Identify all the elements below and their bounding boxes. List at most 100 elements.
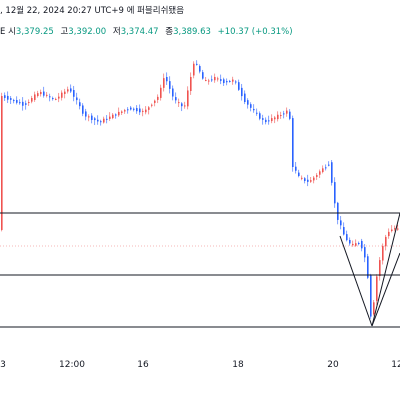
candle-body <box>22 101 24 106</box>
published-note: 에 퍼블리쉬됐음 <box>126 6 185 16</box>
candle-body <box>334 182 336 204</box>
x-axis-label: 12 <box>391 360 400 370</box>
candle-body <box>130 107 132 110</box>
x-axis-label: 18 <box>232 360 244 370</box>
candle-body <box>265 119 267 123</box>
candle-body <box>301 177 303 179</box>
candle-body <box>277 114 279 120</box>
candle-body <box>397 228 399 230</box>
candle-body <box>172 88 174 97</box>
candle-body <box>322 168 324 173</box>
low-label: 저 <box>112 27 121 37</box>
candle-body <box>373 302 375 315</box>
candle-body <box>157 96 159 100</box>
candle-body <box>331 162 333 183</box>
candle-body <box>229 80 231 82</box>
candle-body <box>376 276 378 301</box>
candle-body <box>394 228 396 230</box>
candle-body <box>235 81 237 83</box>
candle-body <box>37 93 39 97</box>
candle-body <box>160 87 162 98</box>
candle-body <box>136 108 138 112</box>
candle-body <box>139 108 141 113</box>
x-axis-label: 3 <box>0 360 6 370</box>
candle-body <box>67 89 69 92</box>
candle-body <box>355 243 357 246</box>
candle-body <box>316 175 318 177</box>
high-label: 고 <box>60 27 69 37</box>
candle-body <box>166 76 168 82</box>
candle-body <box>298 172 300 176</box>
candle-body <box>94 118 96 121</box>
open-label: 시 <box>8 27 16 37</box>
candle-body <box>346 234 348 241</box>
candle-body <box>73 90 75 97</box>
candle-body <box>4 95 6 98</box>
candle-body <box>208 80 210 82</box>
candle-body <box>190 76 192 92</box>
candle-body <box>151 104 153 106</box>
candle-body <box>70 88 72 92</box>
candle-body <box>10 98 12 100</box>
candle-body <box>115 114 117 116</box>
candle-body <box>64 91 66 94</box>
candle-body <box>118 111 120 116</box>
candle-body <box>169 81 171 89</box>
candle-body <box>256 112 258 114</box>
candle-body <box>310 180 312 182</box>
candle-body <box>364 247 366 258</box>
candle-body <box>385 236 387 247</box>
candle-body <box>391 229 393 232</box>
candle-body <box>226 81 228 83</box>
candle-body <box>196 63 198 65</box>
v-pattern-inner-line <box>371 212 400 327</box>
x-axis-label: 12:00 <box>59 360 85 370</box>
candle-body <box>154 100 156 103</box>
candle-body <box>340 220 342 226</box>
candle-body <box>19 102 21 104</box>
open-value: 3,379.25 <box>15 27 54 37</box>
candle-body <box>103 118 105 123</box>
candle-body <box>82 105 84 114</box>
candle-body <box>268 120 270 122</box>
candle-body <box>349 239 351 244</box>
candle-body <box>85 111 87 117</box>
candle-body <box>238 82 240 90</box>
candle-body <box>106 118 108 120</box>
candle-body <box>211 79 213 81</box>
candles <box>1 60 399 319</box>
candle-body <box>28 102 30 104</box>
candle-body <box>241 87 243 97</box>
candle-body <box>193 63 195 76</box>
candle-body <box>112 114 114 119</box>
candle-body <box>283 113 285 115</box>
candle-body <box>1 96 3 230</box>
candle-body <box>163 78 165 88</box>
v-pattern-left-line <box>339 235 373 327</box>
candle-body <box>148 107 150 110</box>
candle-body <box>40 91 42 95</box>
candle-body <box>205 80 207 82</box>
candle-body <box>178 102 180 104</box>
candle-body <box>247 100 249 105</box>
symbol-suffix: E <box>0 27 6 37</box>
candle-body <box>142 110 144 112</box>
candle-body <box>223 79 225 84</box>
candle-body <box>91 115 93 120</box>
candle-body <box>46 94 48 96</box>
candle-body <box>304 178 306 181</box>
candle-body <box>49 96 51 98</box>
candle-body <box>52 98 54 100</box>
candle-body <box>358 242 360 244</box>
candle-body <box>199 66 201 72</box>
candle-body <box>253 108 255 111</box>
candle-body <box>184 105 186 107</box>
candle-body <box>292 118 294 168</box>
candle-body <box>214 76 216 81</box>
candle-body <box>7 95 9 100</box>
high-value: 3,392.00 <box>68 27 107 37</box>
candle-body <box>343 227 345 235</box>
close-value: 3,389.63 <box>173 27 211 37</box>
